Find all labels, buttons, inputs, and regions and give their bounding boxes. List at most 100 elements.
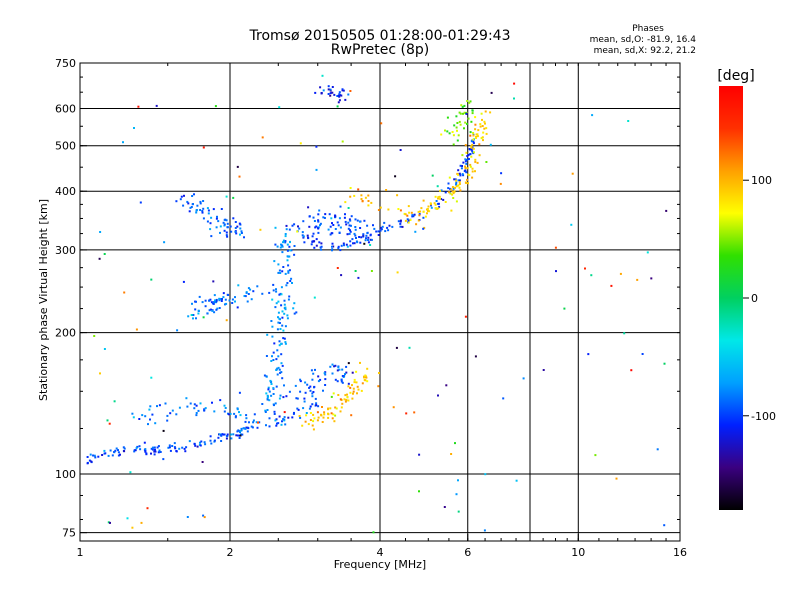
echo-point: [324, 373, 327, 376]
echo-point: [197, 312, 200, 315]
echo-point: [472, 142, 475, 145]
echo-point: [453, 124, 456, 127]
echo-point: [345, 365, 348, 368]
echo-point: [317, 213, 320, 216]
echo-point: [307, 423, 310, 426]
echo-point: [308, 225, 311, 228]
echo-point: [465, 162, 468, 165]
echo-point: [309, 412, 312, 414]
echo-point: [193, 193, 195, 196]
echo-point: [470, 120, 473, 123]
echo-point: [186, 405, 189, 408]
x-tick-label: 16: [673, 546, 687, 559]
echo-point: [345, 371, 348, 374]
echo-point: [113, 400, 116, 403]
echo-point: [449, 192, 452, 195]
echo-point: [278, 415, 281, 418]
echo-point: [256, 426, 259, 429]
echo-point: [367, 241, 370, 244]
echo-point: [462, 174, 465, 177]
echo-point: [479, 123, 482, 126]
echo-point: [286, 282, 289, 284]
echo-point: [285, 228, 288, 231]
echo-point: [311, 240, 314, 243]
echo-point: [263, 374, 266, 377]
echo-point: [351, 384, 353, 387]
echo-point: [396, 271, 399, 274]
echo-point: [321, 406, 323, 408]
echo-point: [489, 143, 492, 146]
colorbar: [deg] 100 0 -100: [717, 68, 776, 510]
echo-point: [304, 420, 307, 423]
echo-point: [183, 194, 185, 197]
echo-point: [277, 271, 280, 274]
echo-point: [192, 203, 194, 205]
chart-title: Tromsø 20150505 01:28:00-01:29:43: [249, 28, 511, 44]
echo-point: [179, 198, 182, 201]
echo-point: [462, 112, 464, 115]
echo-point: [464, 181, 467, 184]
echo-point: [123, 291, 126, 294]
echo-point: [283, 303, 286, 306]
echo-point: [278, 293, 281, 296]
echo-point: [245, 414, 248, 417]
echo-point: [295, 311, 298, 314]
echo-point: [109, 521, 111, 524]
echo-point: [341, 368, 344, 371]
echo-point: [185, 446, 188, 449]
echo-point: [476, 133, 479, 136]
echo-point: [305, 414, 308, 417]
echo-point: [304, 391, 307, 394]
echo-point: [472, 138, 475, 141]
echo-point: [182, 280, 185, 283]
echo-point: [457, 179, 460, 182]
echo-point: [354, 218, 357, 221]
echo-point: [363, 376, 365, 379]
echo-point: [271, 325, 274, 328]
y-tick-label: 750: [55, 57, 76, 70]
echo-point: [467, 117, 470, 120]
echo-point: [430, 204, 432, 207]
echo-point: [345, 399, 348, 402]
echo-point: [323, 411, 326, 414]
echo-point: [224, 298, 227, 301]
echo-point: [331, 363, 334, 366]
echo-point: [336, 369, 339, 372]
echo-point: [469, 100, 472, 103]
echo-point: [296, 407, 299, 410]
echo-point: [404, 219, 407, 222]
echo-point: [144, 415, 147, 418]
echo-point: [641, 353, 644, 355]
echo-point: [298, 227, 301, 230]
echo-point: [332, 392, 335, 395]
echo-point: [357, 388, 360, 391]
echo-point: [354, 228, 357, 231]
echo-point: [174, 447, 177, 450]
echo-point: [204, 443, 207, 446]
echo-point: [287, 298, 290, 301]
echo-point: [163, 241, 166, 244]
echo-point: [284, 241, 287, 244]
echo-point: [248, 421, 250, 424]
echo-point: [203, 516, 206, 519]
colorbar-scale: [719, 86, 743, 510]
echo-point: [218, 299, 221, 302]
echo-point: [475, 137, 477, 139]
echo-point: [238, 391, 241, 394]
echo-point: [369, 244, 372, 246]
echo-point: [282, 241, 284, 244]
echo-point: [204, 299, 207, 302]
echo-point: [311, 403, 314, 406]
echo-point: [190, 206, 193, 208]
echo-point: [222, 433, 225, 436]
y-tick-label: 100: [55, 468, 76, 481]
echo-point: [379, 229, 382, 232]
echo-point: [255, 421, 258, 424]
echo-point: [237, 429, 240, 432]
echo-point: [422, 227, 425, 230]
echo-point: [261, 292, 264, 295]
echo-point: [447, 187, 450, 190]
echo-point: [158, 449, 161, 452]
echo-point: [365, 376, 368, 379]
echo-point: [271, 355, 273, 358]
